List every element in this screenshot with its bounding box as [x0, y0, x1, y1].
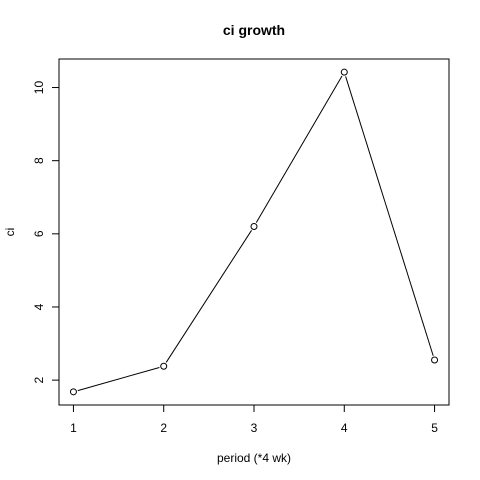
series-segment: [77, 366, 160, 392]
x-tick-label: 4: [341, 421, 348, 435]
data-point: [160, 362, 168, 370]
series-segment: [255, 75, 343, 223]
y-tick-label: 6: [32, 230, 46, 237]
y-tick-label: 10: [32, 81, 46, 95]
data-point: [69, 388, 77, 396]
series-segment: [345, 76, 434, 356]
x-tick-label: 2: [160, 421, 167, 435]
x-tick-label: 3: [251, 421, 258, 435]
y-tick-label: 2: [32, 376, 46, 383]
data-point: [250, 223, 258, 231]
series-segment: [165, 230, 252, 363]
chart-title: ci growth: [223, 22, 285, 38]
x-axis-label: period (*4 wk): [217, 451, 291, 465]
y-axis: 2 4 6 8 10: [32, 81, 60, 383]
x-tick-label: 1: [70, 421, 77, 435]
x-tick-label: 5: [431, 421, 438, 435]
y-tick-label: 8: [32, 157, 46, 164]
series-group: [69, 68, 439, 396]
y-axis-label: ci: [3, 228, 17, 237]
y-tick-label: 4: [32, 303, 46, 310]
x-axis: 1 2 3 4 5: [70, 404, 438, 435]
data-point: [340, 68, 348, 76]
data-point: [431, 356, 439, 364]
